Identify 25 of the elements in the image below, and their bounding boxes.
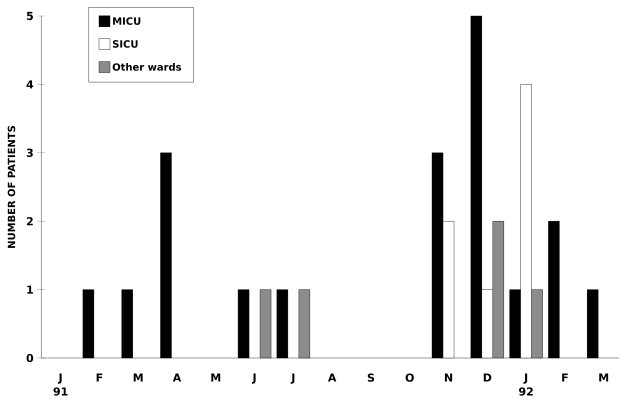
x-tick-label: J: [252, 374, 256, 384]
legend-label: Other wards: [112, 63, 182, 71]
x-tick-label: A: [328, 374, 336, 382]
x-tick-label: S: [368, 374, 374, 382]
legend-label: MICU: [113, 17, 140, 25]
x-tick-label: A: [172, 374, 182, 382]
y-tick-label: 4: [26, 80, 34, 88]
y-tick-label: 2: [26, 217, 33, 226]
x-tick-label: F: [96, 374, 102, 382]
y-tick-label: 3: [26, 148, 33, 157]
x-tick-label: M: [134, 374, 143, 382]
x-tick-label: D: [484, 374, 492, 382]
x-tick-label: O: [406, 374, 414, 382]
x-tick-label: J: [290, 374, 294, 384]
x-tick-label: J 91: [54, 374, 68, 396]
y-tick-label: 0: [26, 354, 34, 362]
x-tick-label: F: [562, 374, 568, 382]
legend-label: SICU: [112, 40, 138, 48]
x-tick-label: M: [599, 374, 608, 382]
x-tick-label: M: [211, 374, 220, 382]
x-tick-label: J 92: [519, 374, 533, 396]
x-tick-label: N: [444, 374, 452, 382]
y-tick-label: 5: [26, 12, 33, 20]
y-tick-label: 1: [27, 286, 33, 294]
y-axis-title: NUMBER OF PATIENTS: [8, 126, 16, 248]
